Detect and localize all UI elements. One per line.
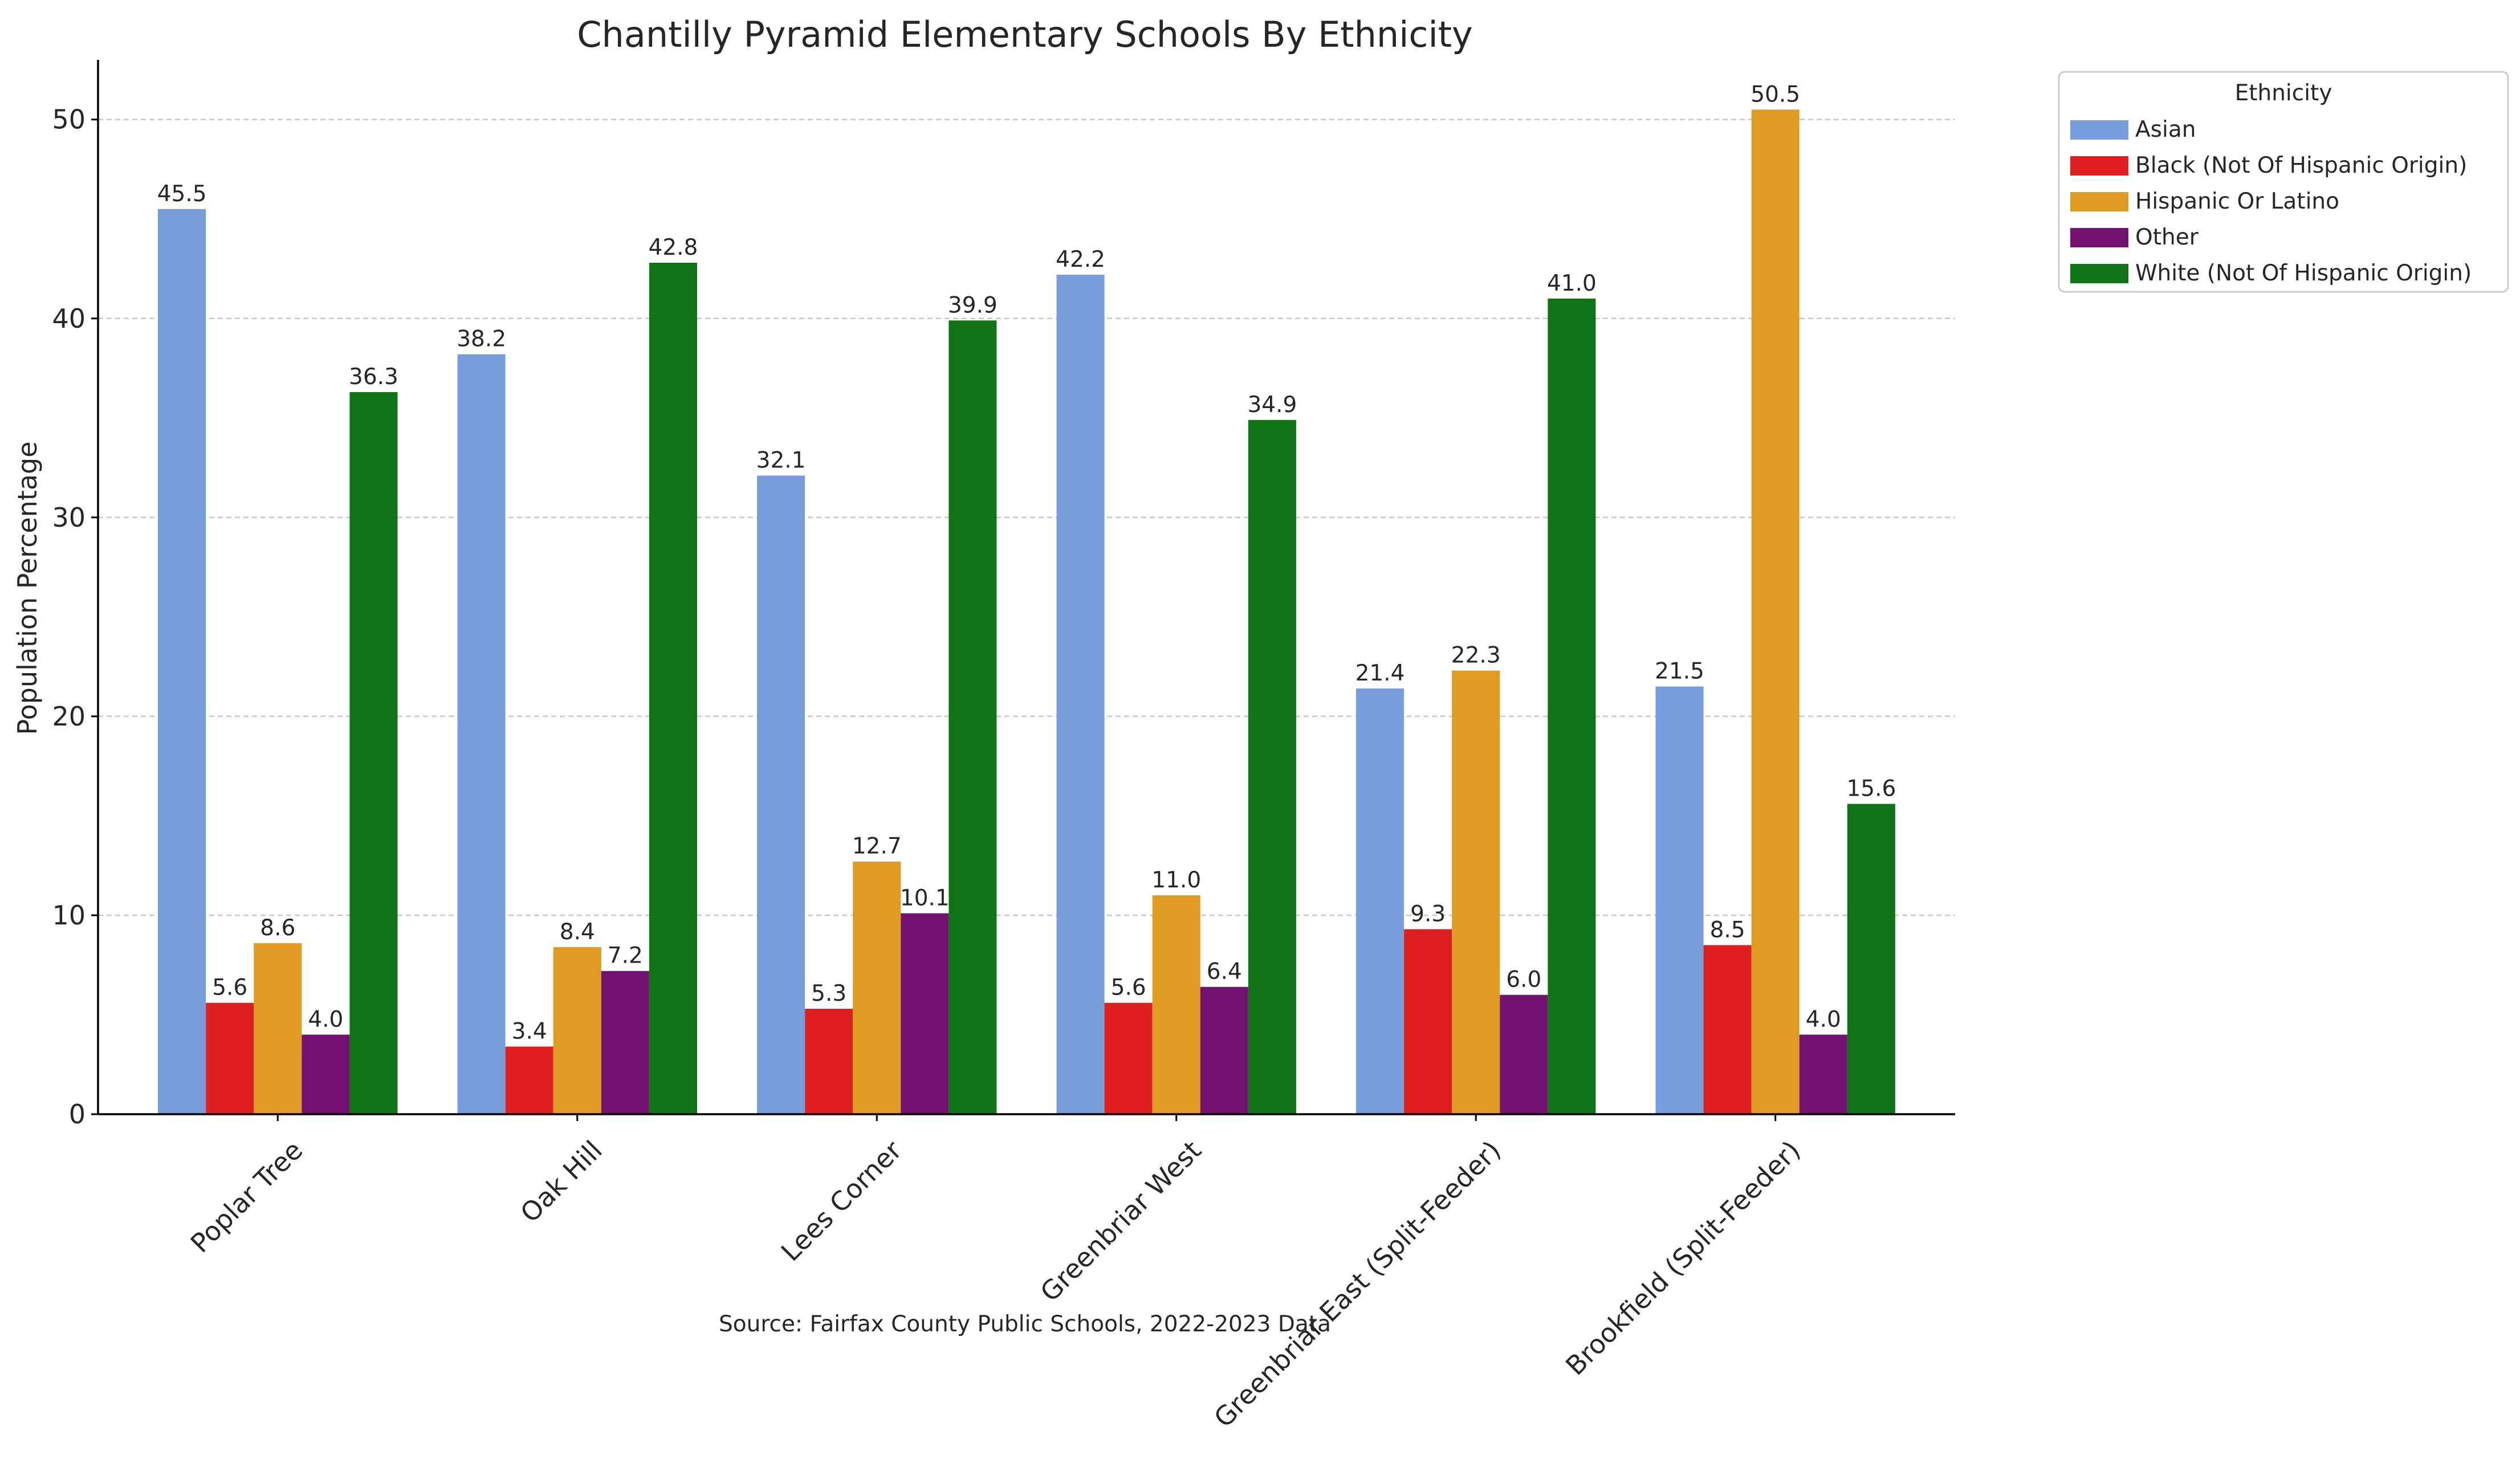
legend-swatch <box>2070 264 2128 283</box>
legend: Ethnicity Asian Black (Not Of Hispanic Or… <box>2058 71 2509 293</box>
bar <box>553 947 601 1114</box>
bar-value-label: 21.5 <box>1655 659 1704 684</box>
gridlines <box>98 119 1955 916</box>
bar-value-label: 11.0 <box>1151 867 1201 893</box>
bar-value-label: 10.1 <box>900 885 950 911</box>
bar-value-label: 6.4 <box>1207 959 1242 985</box>
bar-value-label: 50.5 <box>1750 81 1800 107</box>
bar-value-label: 32.1 <box>756 448 806 474</box>
bar-value-label: 21.4 <box>1355 661 1405 686</box>
bar <box>1703 945 1752 1114</box>
y-axis-label: Population Percentage <box>12 441 43 735</box>
legend-swatch <box>2070 120 2128 140</box>
legend-frame <box>2058 71 2509 293</box>
legend-swatch <box>2070 156 2128 176</box>
bars <box>158 109 1895 1115</box>
bar <box>1056 274 1105 1114</box>
bar <box>1248 419 1296 1114</box>
bar <box>1799 1034 1847 1114</box>
bar-value-label: 36.3 <box>349 364 398 390</box>
bar-value-label: 22.3 <box>1451 643 1501 669</box>
bar <box>1152 895 1200 1114</box>
bar-value-label: 5.3 <box>811 981 846 1006</box>
bar <box>349 392 398 1114</box>
bar-value-label: 5.6 <box>212 975 247 1001</box>
y-tick-label: 40 <box>52 303 86 334</box>
bar <box>158 209 206 1114</box>
bar <box>302 1034 350 1114</box>
bar <box>805 1009 853 1114</box>
bar <box>601 971 649 1114</box>
y-tick-label: 30 <box>52 502 86 533</box>
bar-value-label: 12.7 <box>852 834 902 859</box>
bar-value-label: 8.5 <box>1710 917 1745 943</box>
bar <box>1104 1002 1153 1114</box>
bar <box>1500 995 1548 1114</box>
bar <box>1655 686 1704 1114</box>
bar <box>505 1046 553 1114</box>
bar-value-label: 39.9 <box>948 292 998 318</box>
bar <box>1452 670 1500 1114</box>
data-labels: 45.5 5.6 8.6 4.0 36.3 38.2 3.4 8.4 7.2 42.8 32.1 5.… <box>157 81 1896 1044</box>
source-note: Source: Fairfax County Public Schools, 2… <box>719 1311 1331 1337</box>
x-tick-label: Greenbriar East (Split-Feeder) <box>1208 1135 1507 1433</box>
legend-swatch <box>2070 228 2128 247</box>
legend-entry: Black (Not Of Hispanic Origin) <box>2135 153 2467 178</box>
x-tick-label: Oak Hill <box>514 1135 608 1228</box>
legend-entry: Hispanic Or Latino <box>2135 189 2339 214</box>
y-tick-label: 10 <box>52 900 86 931</box>
bar-value-label: 9.3 <box>1410 901 1446 927</box>
x-tick-label: Greenbriar West <box>1034 1135 1207 1307</box>
bar <box>1751 109 1800 1114</box>
bar <box>1847 804 1895 1114</box>
x-tick-label: Brookfield (Split-Feeder) <box>1560 1135 1806 1382</box>
bar-value-label: 41.0 <box>1547 271 1597 296</box>
y-tick-label: 20 <box>52 701 86 732</box>
bar-value-label: 45.5 <box>157 181 207 207</box>
bar-value-label: 3.4 <box>512 1018 547 1044</box>
bar-value-label: 42.8 <box>649 235 698 260</box>
bar-value-label: 6.0 <box>1506 967 1541 993</box>
y-tick-label: 50 <box>52 104 86 135</box>
chart-title: Chantilly Pyramid Elementary Schools By … <box>577 14 1472 55</box>
bar-value-label: 38.2 <box>457 327 506 352</box>
legend-swatch <box>2070 192 2128 211</box>
x-tick-label: Lees Corner <box>775 1135 908 1268</box>
legend-entry: Asian <box>2135 117 2196 142</box>
legend-entry: Other <box>2135 225 2199 250</box>
bar <box>948 320 997 1114</box>
bar <box>1200 987 1248 1114</box>
bar <box>853 861 901 1114</box>
bar <box>757 475 805 1114</box>
bar-value-label: 4.0 <box>1806 1006 1841 1032</box>
legend-title: Ethnicity <box>2235 80 2332 106</box>
bar <box>206 1002 254 1114</box>
bar-value-label: 8.4 <box>560 919 595 945</box>
bar <box>1356 688 1404 1114</box>
legend-entry: White (Not Of Hispanic Origin) <box>2135 260 2472 286</box>
bar-value-label: 4.0 <box>308 1006 343 1032</box>
bar-value-label: 15.6 <box>1846 776 1896 801</box>
bar <box>649 263 697 1115</box>
bar <box>1404 929 1452 1114</box>
bar-value-label: 5.6 <box>1111 975 1146 1001</box>
bar-value-label: 42.2 <box>1056 247 1105 272</box>
y-tick-label: 0 <box>69 1099 86 1130</box>
bar <box>901 913 949 1114</box>
bar-value-label: 8.6 <box>260 915 295 941</box>
x-tick-label: Poplar Tree <box>185 1135 309 1259</box>
bar <box>1548 298 1596 1114</box>
bar-value-label: 34.9 <box>1247 392 1297 418</box>
bar-value-label: 7.2 <box>608 943 643 969</box>
bar <box>254 943 302 1114</box>
bar <box>457 354 506 1114</box>
